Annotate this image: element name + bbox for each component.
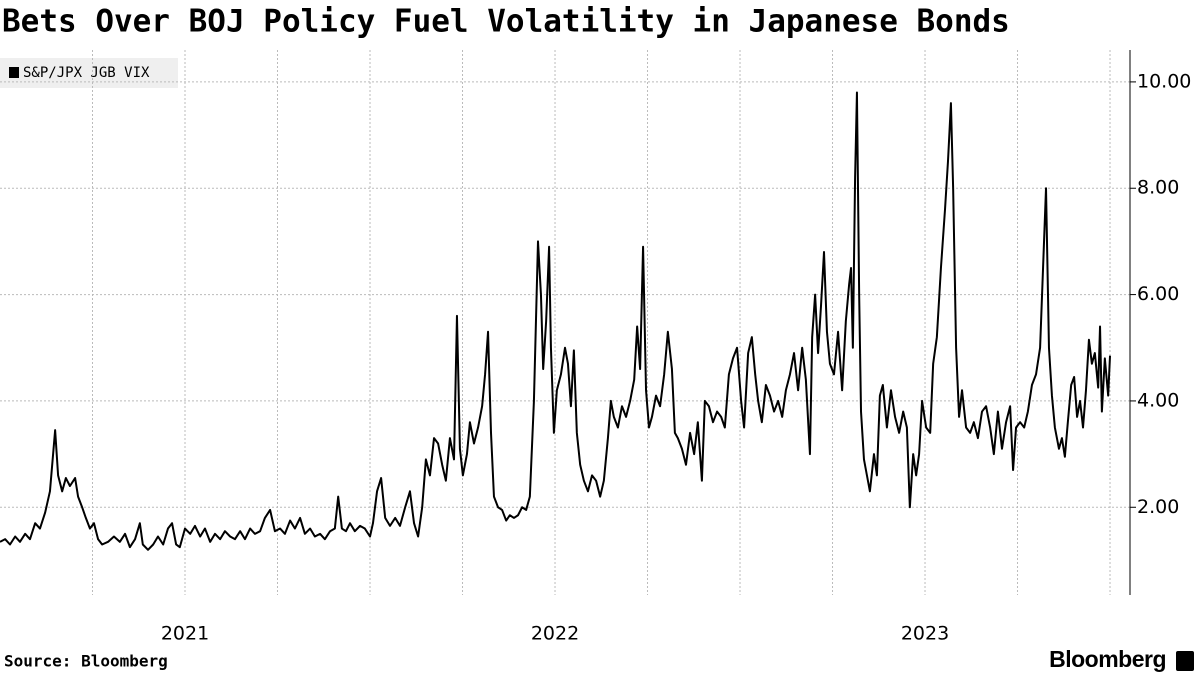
source: Source: Bloomberg bbox=[4, 652, 168, 671]
legend-swatch bbox=[9, 67, 19, 78]
y-tick-label: 10.00 bbox=[1137, 70, 1191, 92]
y-tick-label: 8.00 bbox=[1137, 177, 1179, 199]
brand-icon bbox=[1176, 651, 1194, 671]
y-tick-label: 2.00 bbox=[1137, 496, 1179, 518]
y-tick-label: 4.00 bbox=[1137, 389, 1179, 411]
y-tick-label: 6.00 bbox=[1137, 283, 1179, 305]
legend-label: S&P/JPX JGB VIX bbox=[23, 65, 150, 81]
x-tick-label: 2022 bbox=[531, 623, 579, 645]
brand: Bloomberg bbox=[1049, 646, 1166, 672]
x-tick-label: 2023 bbox=[901, 623, 949, 645]
legend-box bbox=[0, 58, 178, 88]
chart-title: Bets Over BOJ Policy Fuel Volatility in … bbox=[2, 4, 1010, 40]
x-tick-label: 2021 bbox=[161, 623, 209, 645]
series-line bbox=[0, 91, 1112, 551]
